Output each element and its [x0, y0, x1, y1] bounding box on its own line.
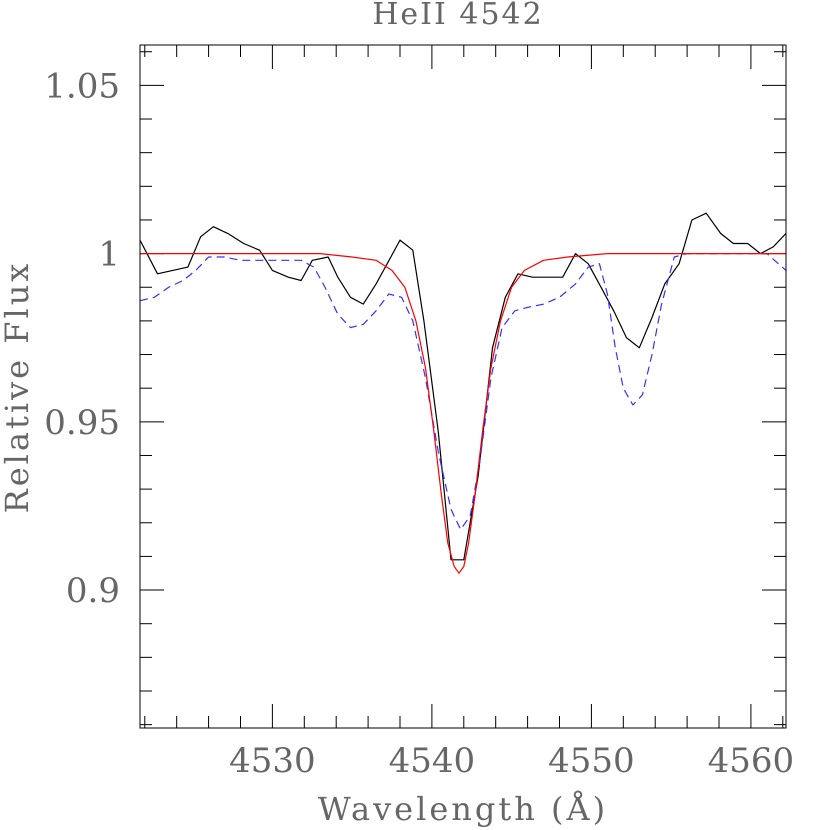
plot-frame — [139, 44, 787, 729]
chart-title: HeII 4542 — [372, 0, 544, 32]
x-axis-label: Wavelength (Å) — [318, 790, 608, 828]
model-spectrum-dashed-line — [140, 253, 786, 531]
y-axis-label: Relative Flux — [0, 261, 36, 514]
x-tick-label: 4550 — [548, 741, 635, 781]
series-lines — [140, 212, 786, 574]
fit-profile-line — [140, 253, 786, 574]
x-tick-label: 4560 — [708, 741, 795, 781]
y-tick-label: 0.9 — [66, 571, 120, 611]
x-tick-label: 4530 — [229, 741, 316, 781]
tick-labels: 4530 4540 4550 4560 0.9 0.95 1 1.05 — [44, 66, 794, 781]
x-tick-label: 4540 — [389, 741, 476, 781]
y-tick-label: 1.05 — [44, 66, 120, 106]
tick-marks — [140, 45, 786, 728]
y-tick-label: 0.95 — [44, 403, 120, 443]
observed-spectrum-line — [140, 212, 786, 561]
y-tick-label: 1 — [98, 235, 120, 275]
